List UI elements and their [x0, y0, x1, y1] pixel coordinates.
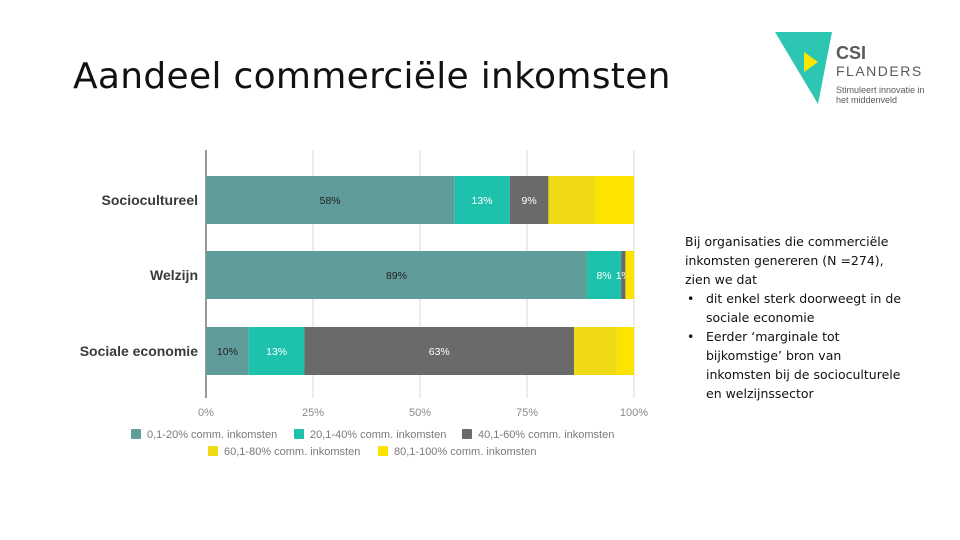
bar-segment [595, 176, 634, 224]
sidebar-intro: Bij organisaties die commerciële inkomst… [685, 234, 889, 287]
slide-title: Aandeel commerciële inkomsten [73, 56, 671, 97]
category-label: Sociale economie [80, 343, 198, 359]
data-label: 9% [522, 195, 537, 207]
legend-swatch [294, 429, 304, 439]
data-label: 10% [217, 346, 238, 358]
legend-swatch [131, 429, 141, 439]
chart-x-ticks: 0% 25% 50% 75% 100% [198, 407, 648, 419]
category-label: Welzijn [150, 267, 198, 283]
x-tick-label: 50% [409, 407, 431, 419]
bullet-icon: • [687, 329, 695, 344]
logo-tagline: Stimuleert innovatie in het middenveld [836, 85, 925, 105]
bar-segment [509, 176, 549, 224]
legend-label: 80,1-100% comm. inkomsten [394, 446, 536, 458]
data-label: 89% [386, 270, 407, 282]
logo-subname: FLANDERS [836, 63, 923, 79]
sidebar-bullet-list: • dit enkel sterk doorweegt in de sociale… [685, 289, 910, 403]
bar-segment [454, 176, 510, 224]
legend-label: 60,1-80% comm. inkomsten [224, 446, 360, 458]
legend-swatch [462, 429, 472, 439]
bar-segment [574, 327, 617, 375]
x-tick-label: 25% [302, 407, 324, 419]
bar-segment [206, 327, 249, 375]
logo-triangle-icon [775, 32, 832, 104]
bar-segment [621, 251, 626, 299]
data-label: 13% [472, 195, 493, 207]
bar-segment [625, 251, 634, 299]
sidebar-bullet-item: • dit enkel sterk doorweegt in de sociale… [685, 289, 910, 327]
bar-segment [548, 176, 596, 224]
bar-segment [304, 327, 575, 375]
bar-segment [206, 176, 455, 224]
legend-label: 20,1-40% comm. inkomsten [310, 429, 446, 441]
data-label: 58% [320, 195, 341, 207]
category-label: Sociocultureel [102, 192, 198, 208]
data-label: 13% [266, 346, 287, 358]
csi-flanders-logo: CSI FLANDERS Stimuleert innovatie in het… [774, 30, 934, 110]
sidebar-text: Bij organisaties die commerciële inkomst… [685, 232, 910, 403]
bullet-icon: • [687, 291, 695, 306]
chart-legend: 0,1-20% comm. inkomsten 20,1-40% comm. in… [131, 429, 614, 458]
chart-category-labels: Sociocultureel Welzijn Sociale economie [80, 192, 198, 359]
legend-swatch [208, 446, 218, 456]
data-label: 63% [429, 346, 450, 358]
chart-bars: 58% 13% 9%89% 8% 1%10% 13% 63% [206, 176, 634, 375]
legend-label: 0,1-20% comm. inkomsten [147, 429, 277, 441]
data-label: 8% [596, 270, 611, 282]
legend-label: 40,1-60% comm. inkomsten [478, 429, 614, 441]
bar-segment [616, 327, 634, 375]
bar-segment [206, 251, 587, 299]
sidebar-bullet-text: Eerder ‘marginale tot bijkomstige’ bron … [706, 329, 901, 401]
x-tick-label: 75% [516, 407, 538, 419]
legend-swatch [378, 446, 388, 456]
x-tick-label: 100% [620, 407, 648, 419]
x-tick-label: 0% [198, 407, 214, 419]
bar-segment [248, 327, 305, 375]
sidebar-bullet-text: dit enkel sterk doorweegt in de sociale … [706, 291, 902, 325]
sidebar-bullet-item: • Eerder ‘marginale tot bijkomstige’ bron… [685, 327, 910, 403]
logo-name: CSI [836, 43, 867, 63]
stacked-bar-chart: 58% 13% 9%89% 8% 1%10% 13% 63% SociocultureelW… [80, 150, 648, 458]
bar-segment [586, 251, 622, 299]
